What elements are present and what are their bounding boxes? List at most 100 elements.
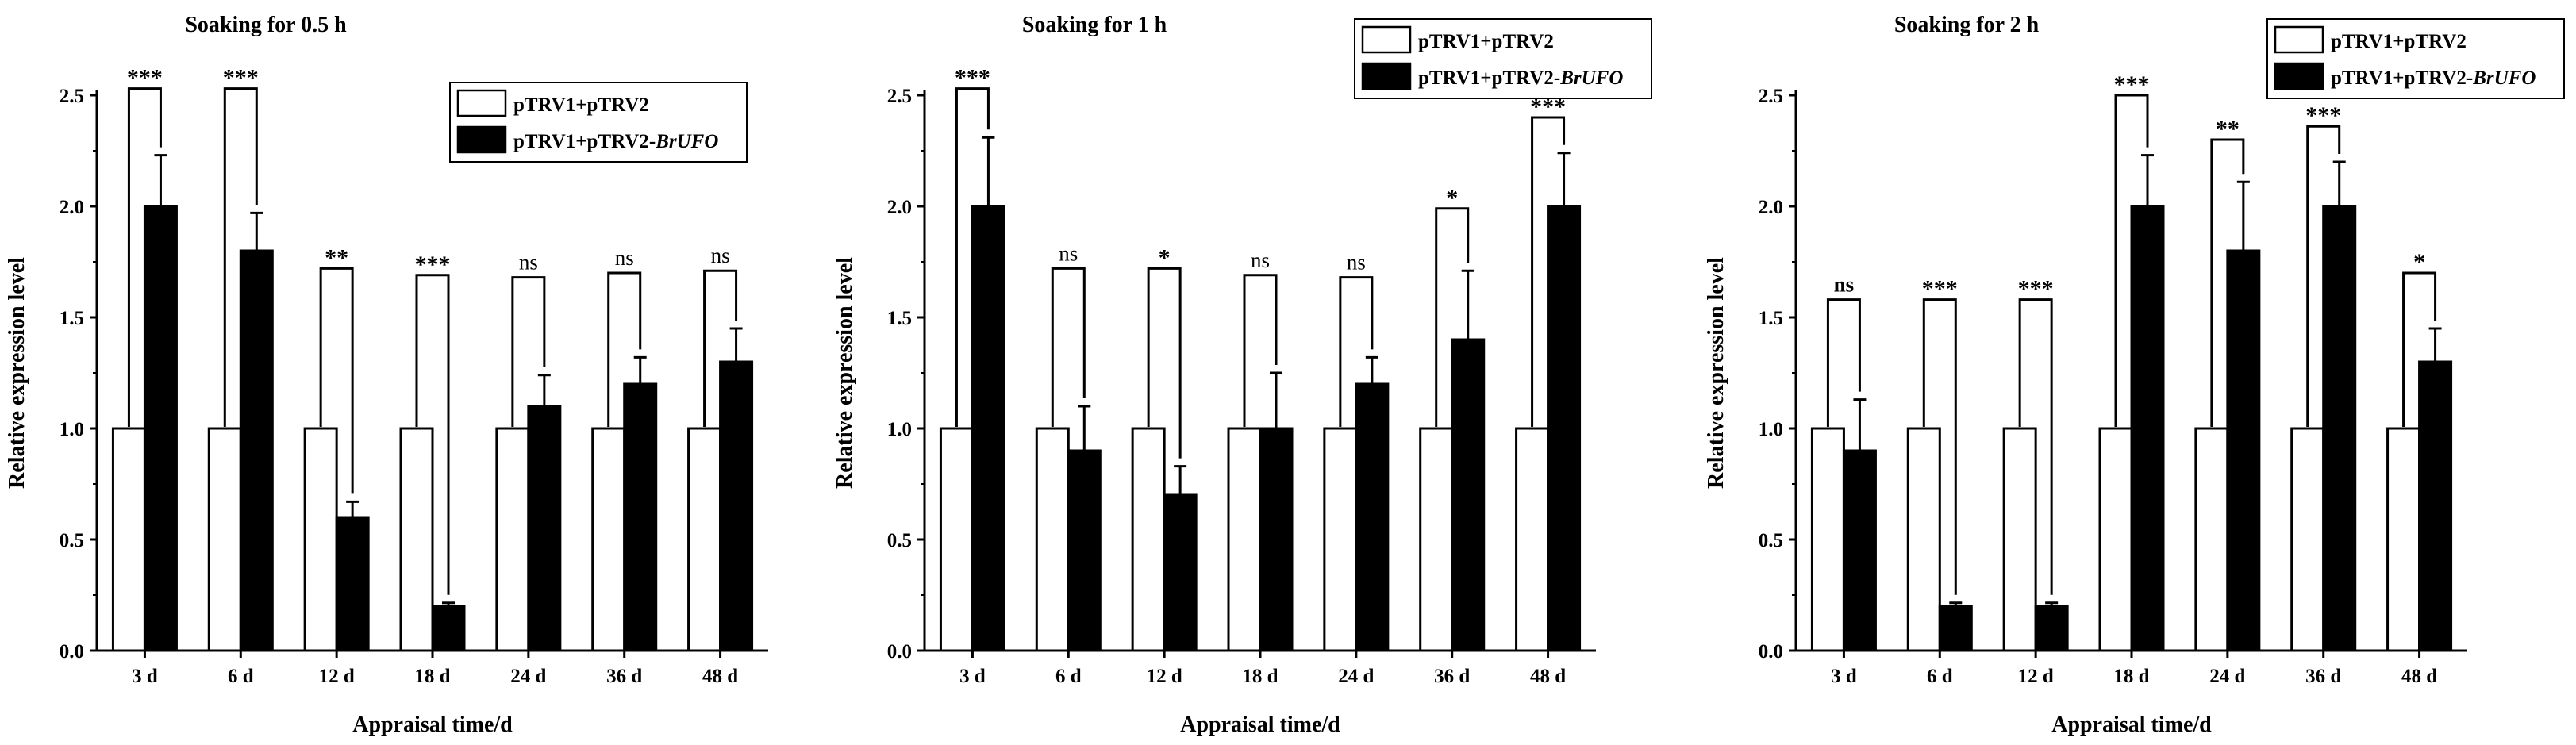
x-tick-label: 24 d [2209, 666, 2245, 687]
x-tick-label: 12 d [2018, 666, 2054, 687]
significance-label: *** [223, 65, 259, 91]
significance-bracket [1051, 267, 1086, 427]
chart-title: Soaking for 2 h [1894, 13, 2040, 37]
significance-bracket [319, 267, 354, 494]
significance-bracket [1435, 207, 1470, 427]
significance-label: ns [519, 251, 538, 275]
bar-treatment [1163, 493, 1198, 652]
y-tick-label: 1.5 [887, 308, 912, 329]
legend-swatch-treatment [2274, 62, 2324, 90]
x-tick-label: 18 d [2113, 666, 2149, 687]
y-axis-label: Relative expression level [832, 257, 857, 489]
bar-control [2002, 427, 2037, 652]
bar-treatment [719, 360, 754, 652]
bar-treatment [1842, 449, 1877, 652]
bar-control [2386, 427, 2421, 652]
chart-panel-3: Soaking for 2 h Relative expression level… [1704, 13, 2565, 737]
y-tick-label: 0.0 [1759, 641, 1783, 662]
legend-label-treatment: pTRV1+pTRV2-BrUFO [513, 131, 718, 152]
x-tick-label: 12 d [1147, 666, 1182, 687]
y-tick-label: 0.0 [887, 641, 912, 662]
significance-label: *** [1922, 276, 1958, 302]
significance-bracket [607, 271, 642, 427]
x-tick-label: 36 d [2305, 666, 2341, 687]
significance-bracket [2306, 125, 2341, 427]
significance-bracket [1243, 274, 1278, 427]
x-tick-label: 36 d [606, 666, 642, 687]
legend-label-treatment-plain: pTRV1+pTRV2- [513, 131, 656, 152]
significance-bracket [1147, 267, 1182, 459]
bar-treatment [239, 249, 274, 652]
significance-bracket [1531, 116, 1566, 427]
y-tick-label: 1.0 [887, 419, 912, 440]
x-tick-label: 18 d [1242, 666, 1278, 687]
significance-label: ns [1347, 251, 1366, 275]
bar-control [1131, 427, 1166, 652]
bar-control [2290, 427, 2325, 652]
bar-treatment [2322, 205, 2357, 652]
bar-treatment [527, 405, 562, 652]
x-tick-label: 6 d [228, 666, 254, 687]
bar-control [1227, 427, 1262, 652]
x-axis-label: Appraisal time/d [1180, 712, 1340, 737]
y-tick-label: 1.5 [60, 308, 84, 329]
bar-control [1035, 427, 1070, 652]
y-axis-label: Relative expression level [5, 257, 29, 489]
legend-label-treatment-plain: pTRV1+pTRV2- [1418, 67, 1560, 89]
legend-label-control: pTRV1+pTRV2 [1418, 31, 1554, 52]
significance-label: *** [955, 65, 990, 91]
x-tick-label: 6 d [1055, 666, 1082, 687]
bar-control [1323, 427, 1358, 652]
bar-treatment [971, 205, 1005, 652]
bar-treatment [1067, 449, 1102, 652]
y-axis-label: Relative expression level [1704, 257, 1728, 489]
y-tick-label: 2.5 [60, 86, 84, 107]
bar-control [1906, 427, 1941, 652]
significance-label: *** [415, 252, 451, 278]
x-tick-label: 6 d [1927, 666, 1953, 687]
x-axis-label: Appraisal time/d [2051, 712, 2212, 737]
x-tick-label: 48 d [2401, 666, 2437, 687]
significance-bracket [2210, 138, 2245, 427]
y-tick-label: 2.5 [1759, 86, 1783, 107]
bar-control [495, 427, 530, 652]
y-tick-label: 2.0 [887, 197, 912, 218]
significance-label: ** [325, 244, 348, 271]
bar-treatment [1451, 338, 1486, 652]
bar-control [2098, 427, 2133, 652]
bar-control [111, 427, 146, 652]
significance-label: ns [1059, 241, 1078, 265]
y-tick-label: 0.5 [60, 530, 84, 551]
significance-label: ns [1834, 273, 1855, 297]
x-tick-label: 24 d [510, 666, 546, 687]
legend-label-control: pTRV1+pTRV2 [2331, 31, 2466, 52]
legend-swatch-treatment [456, 125, 507, 154]
legend-label-treatment-italic: BrUFO [1559, 67, 1623, 89]
bar-treatment [1938, 605, 1973, 652]
significance-bracket [2018, 298, 2053, 595]
significance-bracket [1826, 298, 1861, 427]
x-tick-label: 24 d [1338, 666, 1374, 687]
bar-control [303, 427, 338, 652]
legend-label-treatment: pTRV1+pTRV2-BrUFO [1418, 67, 1623, 89]
chart-title: Soaking for 0.5 h [185, 13, 347, 37]
bar-control [399, 427, 434, 652]
legend-swatch-treatment [1361, 62, 1412, 90]
legend-label-control: pTRV1+pTRV2 [513, 94, 649, 116]
significance-label: *** [127, 65, 163, 91]
bar-treatment [1547, 205, 1582, 652]
significance-label: ns [1251, 248, 1270, 272]
significance-bracket [955, 87, 990, 427]
bar-control [1515, 427, 1550, 652]
y-tick-label: 1.0 [1759, 419, 1783, 440]
significance-label: * [1159, 244, 1171, 271]
legend: pTRV1+pTRV2 pTRV1+pTRV2-BrUFO [2266, 18, 2565, 99]
significance-bracket [223, 87, 258, 427]
bar-control [1810, 427, 1845, 652]
bar-treatment [1355, 382, 1390, 652]
bar-treatment [2130, 205, 2165, 652]
chart-panel-2: Soaking for 1 h Relative expression level… [832, 13, 1652, 737]
significance-bracket [511, 276, 546, 427]
bar-control [591, 427, 626, 652]
bar-treatment [1259, 427, 1294, 652]
